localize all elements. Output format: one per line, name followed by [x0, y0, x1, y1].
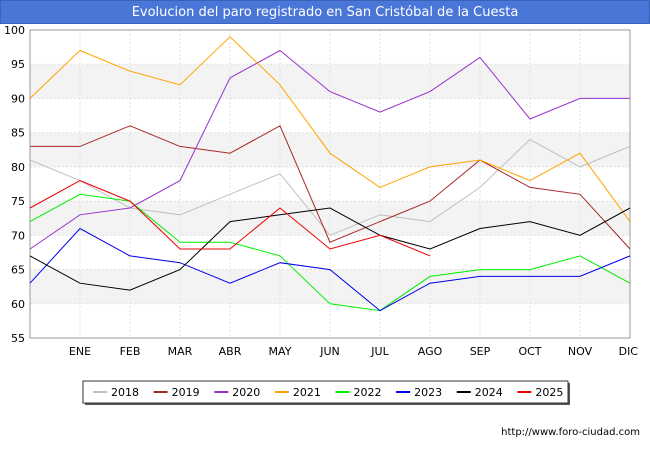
x-tick-label: JUL: [370, 345, 389, 358]
y-tick-label: 60: [11, 298, 25, 311]
series-line-2024: [29, 207, 631, 291]
x-tick-label: ENE: [69, 345, 91, 358]
source-url: http://www.foro-ciudad.com: [501, 427, 640, 438]
y-tick-label: 95: [11, 58, 25, 71]
plot-frame: [29, 29, 631, 339]
x-tick-label: NOV: [568, 345, 593, 358]
series-lines: [29, 36, 631, 312]
legend-box: [82, 380, 569, 404]
y-tick-label: 90: [11, 92, 25, 105]
legend-label-2023: 2023: [414, 386, 442, 399]
legend: 2018 2019 2020 2021 2022 2023 2024 2025: [82, 380, 570, 405]
x-tick-label: FEB: [120, 345, 141, 358]
x-tick-label: JUN: [319, 345, 340, 358]
chart-title: Evolucion del paro registrado en San Cri…: [0, 0, 650, 24]
x-axis-ticks: ENE FEB MAR ABR MAY JUN JUL AGO SEP OCT NOV DIC: [69, 345, 638, 358]
series-line-2021: [29, 36, 631, 222]
x-tick-label: ABR: [219, 345, 242, 358]
legend-label-2022: 2022: [354, 386, 382, 399]
legend-label-2020: 2020: [232, 386, 260, 399]
grid-band: [30, 64, 630, 99]
legend-label-2019: 2019: [172, 386, 200, 399]
legend-label-2018: 2018: [111, 386, 139, 399]
legend-label-2021: 2021: [293, 386, 321, 399]
grid-band: [30, 132, 630, 167]
y-tick-label: 80: [11, 161, 25, 174]
x-tick-label: MAY: [269, 345, 292, 358]
x-tick-label: AGO: [418, 345, 443, 358]
x-tick-label: OCT: [518, 345, 541, 358]
y-tick-label: 75: [11, 195, 25, 208]
series-line-2023: [29, 227, 631, 312]
legend-label-2024: 2024: [475, 386, 503, 399]
series-line-2025: [29, 180, 431, 257]
y-tick-label: 55: [11, 332, 25, 345]
legend-label-2025: 2025: [535, 386, 563, 399]
y-axis-ticks: 55 60 65 70 75 80 85 90 95 100: [4, 24, 25, 345]
x-tick-label: SEP: [470, 345, 491, 358]
y-tick-label: 85: [11, 127, 25, 140]
series-line-2020: [29, 49, 630, 250]
series-line-2019: [30, 125, 631, 250]
y-tick-label: 100: [4, 24, 25, 37]
x-tick-label: MAR: [168, 345, 193, 358]
y-tick-label: 70: [11, 229, 25, 242]
y-tick-label: 65: [11, 264, 25, 277]
x-tick-label: DIC: [619, 345, 639, 358]
